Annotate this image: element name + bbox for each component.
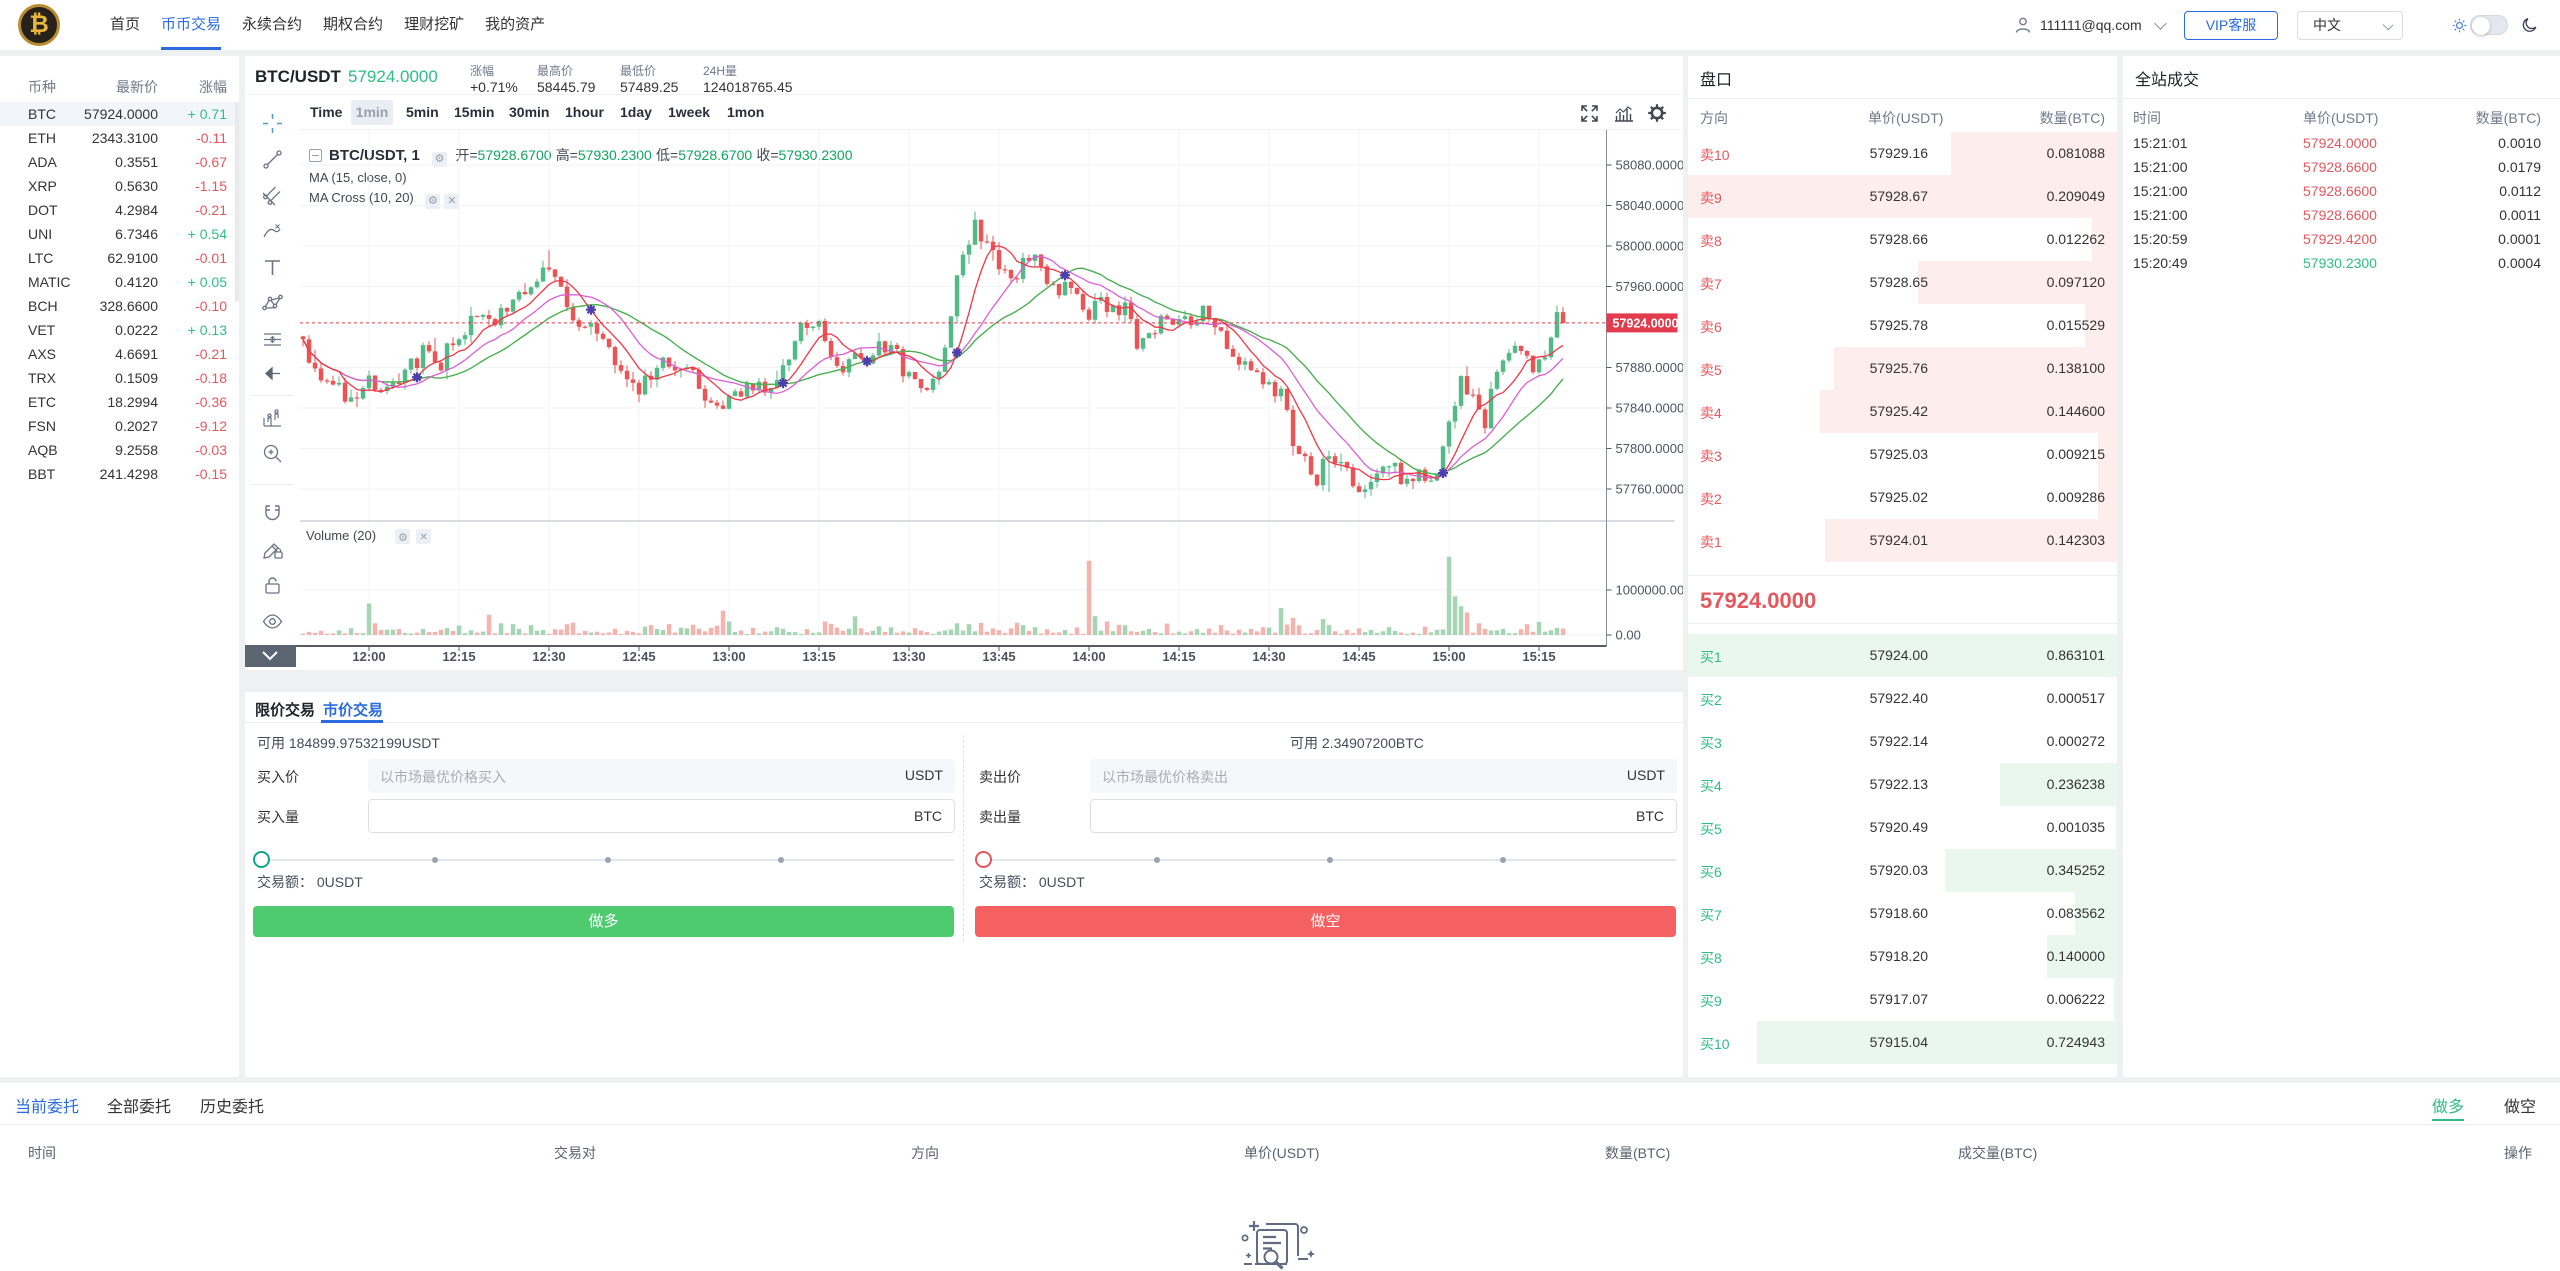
svg-text:57960.0000: 57960.0000: [1616, 279, 1684, 294]
svg-text:13:00: 13:00: [712, 649, 745, 664]
svg-text:15:15: 15:15: [1522, 649, 1555, 664]
svg-text:13:45: 13:45: [982, 649, 1015, 664]
svg-text:14:45: 14:45: [1342, 649, 1375, 664]
svg-text:58080.0000: 58080.0000: [1616, 158, 1684, 173]
svg-text:✕: ✕: [420, 532, 428, 543]
svg-text:57800.0000: 57800.0000: [1616, 441, 1684, 456]
svg-text:12:15: 12:15: [442, 649, 475, 664]
svg-text:14:00: 14:00: [1072, 649, 1105, 664]
svg-text:14:15: 14:15: [1162, 649, 1195, 664]
svg-text:12:00: 12:00: [352, 649, 385, 664]
svg-text:13:30: 13:30: [892, 649, 925, 664]
svg-text:⚙: ⚙: [398, 532, 408, 544]
svg-text:Volume (20): Volume (20): [306, 528, 376, 543]
svg-text:57880.0000: 57880.0000: [1616, 360, 1684, 375]
svg-text:14:30: 14:30: [1252, 649, 1285, 664]
svg-text:0.00: 0.00: [1616, 628, 1641, 643]
svg-text:57840.0000: 57840.0000: [1616, 401, 1684, 416]
svg-text:58000.0000: 58000.0000: [1616, 239, 1684, 254]
svg-text:12:30: 12:30: [532, 649, 565, 664]
svg-text:57760.0000: 57760.0000: [1616, 482, 1684, 497]
svg-text:58040.0000: 58040.0000: [1616, 198, 1684, 213]
svg-text:1000000.00: 1000000.00: [1616, 583, 1684, 598]
svg-text:13:15: 13:15: [802, 649, 835, 664]
svg-text:15:00: 15:00: [1432, 649, 1465, 664]
svg-text:57924.0000: 57924.0000: [1613, 316, 1679, 330]
svg-text:12:45: 12:45: [622, 649, 655, 664]
